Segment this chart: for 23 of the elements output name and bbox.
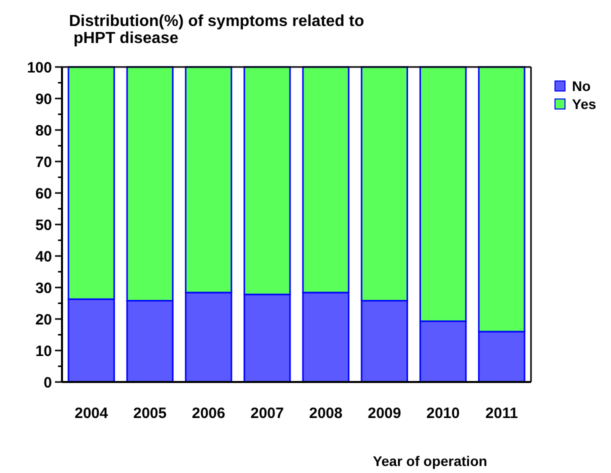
legend-label: Yes bbox=[572, 96, 596, 112]
x-tick-label: 2010 bbox=[426, 405, 460, 422]
y-tick-label: 0 bbox=[44, 374, 52, 392]
chart-title: Distribution(%) of symptoms related to pHPT disease bbox=[69, 13, 364, 47]
y-tick-label: 20 bbox=[35, 311, 52, 328]
y-tick-label: 10 bbox=[35, 342, 52, 360]
y-tick-label: 80 bbox=[35, 122, 52, 140]
x-tick-label: 2011 bbox=[485, 405, 518, 422]
y-tick-label: 100 bbox=[26, 59, 52, 76]
y-tick-label: 50 bbox=[35, 216, 52, 234]
y-tick-label: 30 bbox=[35, 280, 52, 297]
x-tick-label: 2004 bbox=[74, 405, 109, 422]
legend-label: No bbox=[572, 78, 591, 94]
x-tick-label: 2008 bbox=[309, 405, 342, 422]
x-tick-label: 2006 bbox=[192, 405, 226, 422]
y-tick-label: 40 bbox=[35, 248, 52, 266]
x-axis-title: Year of operation bbox=[372, 453, 488, 469]
x-tick-label: 2007 bbox=[250, 405, 284, 422]
y-tick-label: 60 bbox=[35, 185, 52, 202]
y-tick-label: 70 bbox=[35, 154, 52, 171]
y-tick-label: 90 bbox=[35, 90, 52, 108]
x-tick-label: 2005 bbox=[133, 405, 167, 422]
x-tick-label: 2009 bbox=[368, 405, 402, 422]
